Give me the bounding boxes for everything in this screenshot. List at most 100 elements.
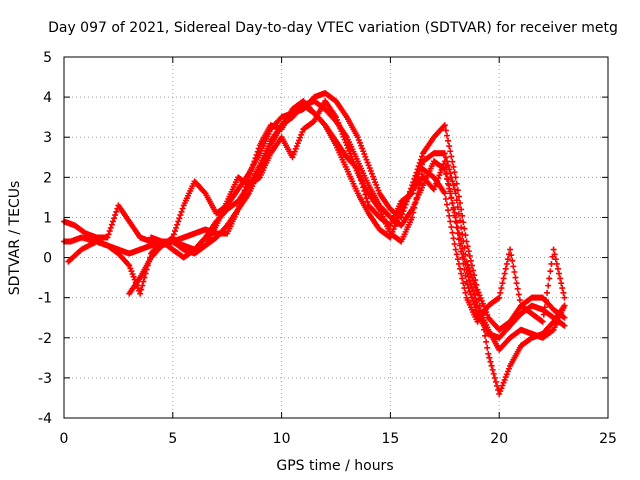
data-point [454, 204, 461, 211]
data-point [511, 268, 518, 275]
data-point [454, 256, 461, 263]
data-point [514, 285, 521, 292]
data-point [467, 257, 474, 264]
data-point [538, 317, 545, 324]
x-tick-label: 5 [168, 431, 177, 447]
data-point [453, 224, 460, 231]
data-point [293, 143, 300, 150]
data-point [113, 208, 120, 215]
data-point [445, 207, 452, 214]
data-point [387, 234, 394, 241]
data-point [443, 170, 450, 177]
data-point [294, 140, 301, 147]
data-point [449, 229, 456, 236]
data-point [442, 195, 449, 202]
data-point [447, 218, 454, 225]
data-point [482, 332, 489, 339]
data-point [337, 125, 344, 132]
data-point [561, 302, 568, 309]
data-point [459, 254, 466, 261]
data-point [457, 217, 464, 224]
data-point [453, 251, 460, 258]
data-point [458, 248, 465, 255]
data-point [512, 274, 519, 281]
data-point [501, 270, 508, 277]
data-point [460, 280, 467, 287]
data-point [557, 275, 564, 282]
data-point [442, 164, 449, 171]
series-track-e [148, 102, 568, 341]
data-point [139, 282, 146, 289]
data-point [291, 148, 298, 155]
data-point [178, 208, 185, 215]
data-point [247, 171, 254, 178]
data-point [177, 212, 184, 219]
y-tick-label: -1 [38, 291, 52, 307]
data-point [442, 154, 449, 161]
data-point [452, 190, 459, 197]
data-point [392, 220, 399, 227]
data-point [251, 158, 258, 165]
data-point [507, 246, 514, 253]
data-point [492, 378, 499, 385]
data-point [434, 177, 441, 184]
data-point [467, 291, 474, 298]
data-point [414, 190, 421, 197]
data-point [476, 302, 483, 309]
data-point [465, 264, 472, 271]
data-point [462, 289, 469, 296]
data-point [446, 166, 453, 173]
data-point [445, 176, 452, 183]
chart-title: Day 097 of 2021, Sidereal Day-to-day VTE… [48, 20, 618, 36]
data-point [559, 285, 566, 292]
data-point [339, 131, 346, 138]
data-point [342, 139, 349, 146]
data-point [460, 219, 467, 226]
data-point [292, 145, 299, 152]
y-tick-label: 3 [43, 130, 52, 146]
data-point [463, 278, 470, 285]
data-point [504, 368, 511, 375]
data-point [552, 256, 559, 263]
data-point [112, 212, 119, 219]
data-point [516, 297, 523, 304]
data-point [448, 174, 455, 181]
data-point [442, 171, 449, 178]
data-point [497, 289, 504, 296]
data-point [107, 224, 114, 231]
data-point [358, 142, 365, 149]
data-point [341, 136, 348, 143]
data-point [363, 156, 370, 163]
data-point [469, 262, 475, 269]
data-point [452, 246, 459, 253]
data-point [343, 142, 350, 149]
y-tick-label: 0 [43, 251, 52, 267]
data-point [551, 251, 558, 258]
data-point [441, 190, 448, 197]
data-point [539, 318, 546, 325]
data-point [445, 137, 452, 144]
data-point [477, 308, 484, 315]
data-point [466, 252, 473, 259]
data-point [127, 265, 134, 272]
data-point [452, 218, 459, 225]
data-point [449, 158, 456, 165]
data-point [415, 171, 422, 178]
data-point [500, 275, 507, 282]
data-point [410, 209, 417, 216]
data-point [359, 145, 366, 152]
data-marks [61, 90, 568, 397]
data-point [360, 184, 367, 191]
data-point [503, 371, 510, 378]
data-point [138, 286, 145, 293]
data-point [503, 260, 510, 267]
data-point [443, 201, 450, 208]
data-point [355, 137, 362, 144]
y-tick-label: 5 [43, 50, 52, 66]
x-tick-label: 25 [599, 431, 617, 447]
data-point [453, 197, 460, 204]
series-track-c [65, 98, 568, 325]
y-axis-label: SDTVAR / TECUs [7, 181, 23, 296]
data-point [335, 119, 342, 126]
data-point [447, 188, 454, 195]
